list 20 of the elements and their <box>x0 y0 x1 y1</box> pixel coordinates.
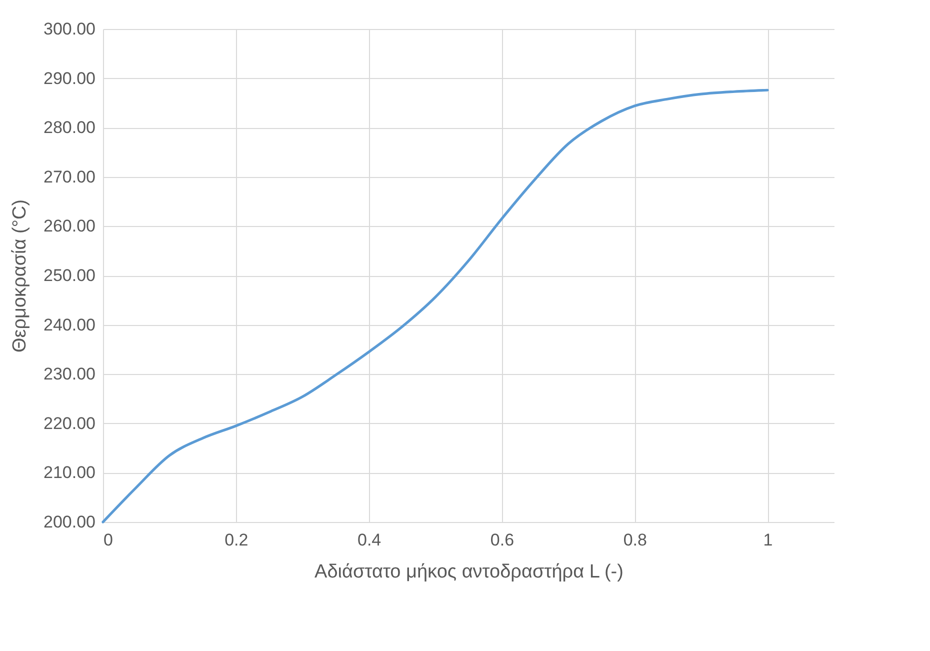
line-series <box>102 88 769 524</box>
y-tick-label: 260.00 <box>44 216 96 236</box>
x-tick-label: 0.6 <box>490 530 514 550</box>
x-tick-label: 0.2 <box>224 530 248 550</box>
y-axis-title: Θερμοκρασία (°C) <box>10 199 31 353</box>
y-tick-label: 210.00 <box>44 463 96 482</box>
x-tick-label: 0 <box>104 530 113 550</box>
x-tick-label: 0.8 <box>623 530 647 550</box>
x-tick-label: 0.4 <box>358 530 382 550</box>
y-tick-label: 200.00 <box>44 512 96 532</box>
y-tick-label: 230.00 <box>44 364 96 384</box>
y-tick-label: 300.00 <box>44 20 96 38</box>
x-axis-title: Αδιάστατο μήκος αντοδραστήρα L (-) <box>314 562 624 582</box>
y-tick-label: 250.00 <box>44 266 96 285</box>
y-tick-label: 290.00 <box>44 68 96 88</box>
y-tick-label: 280.00 <box>44 118 96 138</box>
y-tick-label: 270.00 <box>44 167 96 186</box>
y-tick-label: 240.00 <box>44 315 96 334</box>
x-tick-label: 1 <box>763 530 773 550</box>
y-tick-label: 220.00 <box>44 414 96 433</box>
